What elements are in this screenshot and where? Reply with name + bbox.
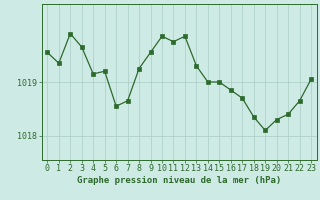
X-axis label: Graphe pression niveau de la mer (hPa): Graphe pression niveau de la mer (hPa) xyxy=(77,176,281,185)
